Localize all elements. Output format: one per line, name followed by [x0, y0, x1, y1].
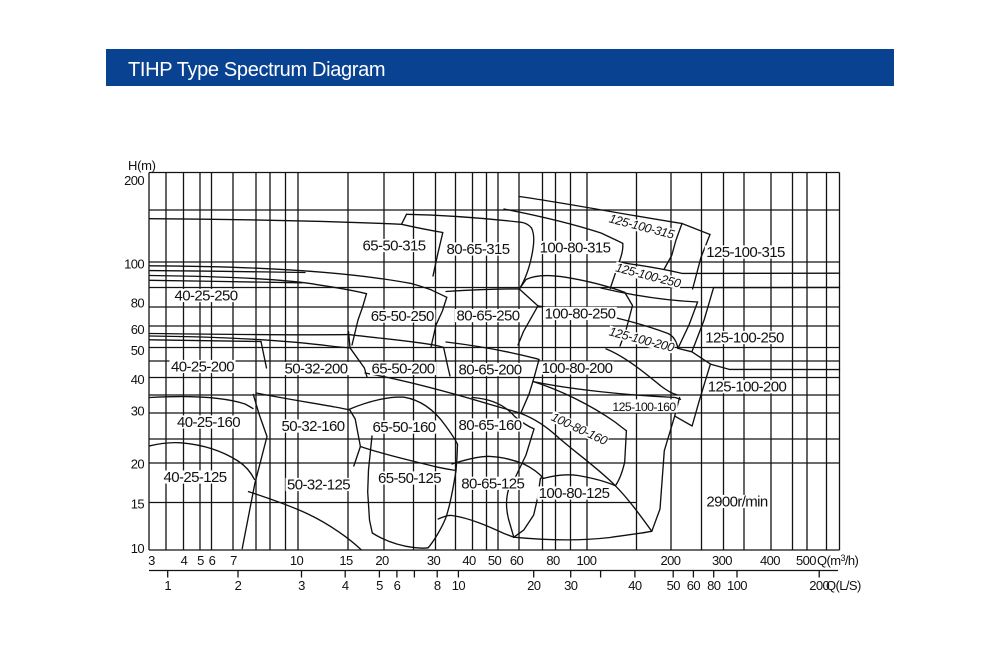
svg-text:100: 100 — [727, 578, 747, 593]
svg-text:8: 8 — [434, 578, 441, 593]
svg-text:3: 3 — [148, 553, 155, 568]
svg-text:65-50-200: 65-50-200 — [372, 361, 435, 378]
svg-text:125-100-250: 125-100-250 — [705, 330, 784, 347]
svg-text:40-25-200: 40-25-200 — [171, 359, 234, 376]
svg-text:200: 200 — [124, 173, 144, 188]
svg-text:80-65-200: 80-65-200 — [459, 362, 522, 379]
svg-text:80-65-250: 80-65-250 — [457, 308, 520, 325]
svg-text:50-32-125: 50-32-125 — [287, 477, 350, 494]
svg-text:100-80-160: 100-80-160 — [549, 410, 610, 448]
svg-text:4: 4 — [181, 553, 188, 568]
svg-text:30: 30 — [131, 403, 145, 418]
svg-text:80-65-125: 80-65-125 — [461, 475, 524, 492]
svg-text:200: 200 — [661, 553, 681, 568]
svg-text:6: 6 — [209, 553, 216, 568]
svg-text:40-25-160: 40-25-160 — [177, 414, 240, 431]
svg-text:Q(m3/h): Q(m3/h) — [817, 553, 859, 568]
svg-text:65-50-315: 65-50-315 — [363, 238, 426, 255]
svg-text:200: 200 — [809, 578, 829, 593]
svg-text:100-80-250: 100-80-250 — [545, 306, 616, 323]
svg-text:400: 400 — [760, 553, 780, 568]
svg-text:3: 3 — [298, 578, 305, 593]
svg-text:20: 20 — [527, 578, 541, 593]
svg-text:5: 5 — [197, 553, 204, 568]
svg-text:Q(L/S): Q(L/S) — [826, 578, 861, 593]
svg-text:40: 40 — [131, 372, 145, 387]
svg-text:65-50-160: 65-50-160 — [373, 419, 436, 436]
svg-text:80-65-160: 80-65-160 — [459, 417, 522, 434]
svg-text:125-100-315: 125-100-315 — [706, 244, 785, 261]
svg-text:H(m): H(m) — [128, 158, 156, 173]
svg-text:50-32-200: 50-32-200 — [285, 361, 348, 378]
svg-text:125-100-250: 125-100-250 — [614, 261, 682, 291]
svg-text:125-100-315: 125-100-315 — [608, 212, 676, 242]
svg-text:50: 50 — [131, 343, 145, 358]
svg-text:50-32-160: 50-32-160 — [282, 418, 345, 435]
svg-text:60: 60 — [131, 322, 145, 337]
svg-text:10: 10 — [290, 553, 304, 568]
svg-text:80: 80 — [546, 553, 560, 568]
svg-text:500: 500 — [796, 553, 816, 568]
svg-text:100-80-200: 100-80-200 — [542, 360, 613, 377]
svg-text:5: 5 — [376, 578, 383, 593]
svg-text:30: 30 — [564, 578, 578, 593]
svg-text:100: 100 — [124, 257, 144, 272]
svg-text:1: 1 — [164, 578, 171, 593]
svg-text:60: 60 — [510, 553, 524, 568]
svg-text:100-80-315: 100-80-315 — [540, 240, 611, 257]
svg-text:10: 10 — [452, 578, 466, 593]
svg-text:80-65-315: 80-65-315 — [447, 241, 510, 258]
svg-text:7: 7 — [230, 553, 237, 568]
svg-text:40: 40 — [462, 553, 476, 568]
svg-text:20: 20 — [375, 553, 389, 568]
svg-text:50: 50 — [488, 553, 502, 568]
svg-text:125-100-160: 125-100-160 — [612, 400, 676, 414]
svg-text:100: 100 — [577, 553, 597, 568]
svg-text:100-80-125: 100-80-125 — [539, 485, 610, 502]
svg-text:125-100-200: 125-100-200 — [708, 379, 787, 396]
svg-text:60: 60 — [687, 578, 701, 593]
svg-text:15: 15 — [131, 497, 145, 512]
svg-text:20: 20 — [131, 457, 145, 472]
svg-text:80: 80 — [131, 296, 145, 311]
svg-text:2: 2 — [235, 578, 242, 593]
svg-text:125-100-200: 125-100-200 — [608, 325, 676, 355]
svg-text:30: 30 — [427, 553, 441, 568]
svg-text:300: 300 — [712, 553, 732, 568]
svg-text:65-50-250: 65-50-250 — [371, 308, 434, 325]
svg-text:80: 80 — [707, 578, 721, 593]
svg-text:10: 10 — [131, 541, 145, 556]
svg-text:4: 4 — [342, 578, 349, 593]
svg-text:2900r/min: 2900r/min — [706, 494, 768, 511]
svg-text:15: 15 — [339, 553, 353, 568]
svg-text:40: 40 — [628, 578, 642, 593]
svg-text:50: 50 — [667, 578, 681, 593]
svg-text:65-50-125: 65-50-125 — [378, 470, 441, 487]
svg-text:6: 6 — [394, 578, 401, 593]
svg-text:40-25-250: 40-25-250 — [175, 288, 238, 305]
svg-text:40-25-125: 40-25-125 — [164, 469, 227, 486]
